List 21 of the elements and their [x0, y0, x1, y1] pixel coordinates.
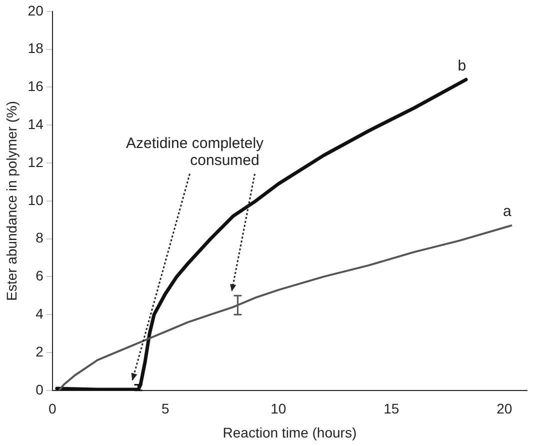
y-tick-label: 8 [36, 230, 44, 246]
annotation: Azetidine completely consumed [126, 134, 264, 169]
y-tick-label: 2 [36, 343, 44, 360]
y-tick-label: 0 [36, 381, 44, 398]
y-tick-label: 10 [28, 192, 44, 208]
y-tick-label: 14 [28, 116, 44, 132]
y-tick-label: 12 [28, 154, 44, 170]
x-tick-label: 10 [270, 400, 286, 417]
series-label: a [503, 203, 512, 220]
y-tick-label: 18 [28, 40, 44, 56]
y-tick-label: 6 [36, 268, 44, 284]
series-label: b [458, 57, 466, 74]
x-tick-label: 20 [496, 400, 512, 417]
y-axis-title: Ester abundance in polymer (%) [3, 100, 20, 301]
y-tick-label: 16 [28, 78, 44, 94]
x-tick-label: 0 [48, 400, 56, 417]
y-tick-label: 20 [28, 2, 44, 18]
x-tick-label: 15 [384, 400, 400, 417]
y-tick-label: 4 [36, 305, 44, 322]
x-tick-label: 5 [161, 400, 170, 417]
x-axis-title: Reaction time (hours) [222, 424, 357, 440]
